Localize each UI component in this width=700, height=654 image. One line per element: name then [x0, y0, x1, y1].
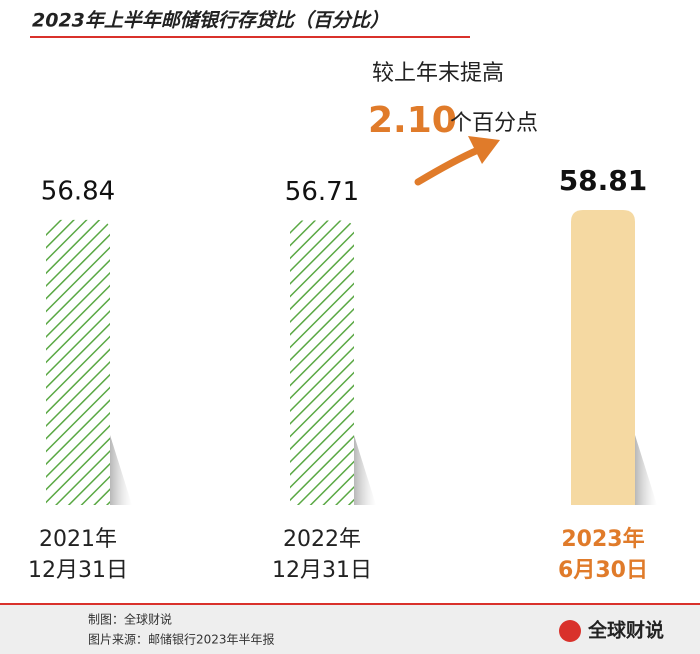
bar-shadow [635, 435, 657, 505]
annotation-text: 较上年末提高 [372, 61, 504, 86]
x-tick-label: 2022年 [283, 527, 361, 552]
logo-text: 全球财说 [587, 619, 664, 642]
x-tick-label: 2023年 [561, 526, 644, 552]
logo-icon [559, 620, 581, 642]
bars: 56.84 2021年 12月31日 56.71 2022年 12月31日 58.81 202… [28, 164, 657, 583]
x-tick-label: 12月31日 [28, 558, 128, 583]
x-tick-label: 2021年 [39, 527, 117, 552]
chart-title: 2023年上半年邮储银行存贷比（百分比） [32, 10, 389, 32]
bar-shadow [354, 435, 376, 505]
value-label: 56.84 [41, 176, 115, 206]
value-label: 58.81 [559, 164, 648, 197]
footer-credit: 制图：全球财说 [88, 612, 172, 627]
bar [290, 220, 354, 505]
footer-band [0, 604, 700, 654]
arrow [414, 146, 482, 186]
x-tick-label: 12月31日 [272, 558, 372, 583]
annotation-unit: 个百分点 [450, 111, 538, 136]
bar-shadow [110, 435, 132, 505]
bar [571, 210, 635, 505]
arrow-head [468, 136, 500, 164]
annotation-number: 2.10 [368, 100, 457, 141]
value-label: 56.71 [285, 177, 359, 207]
bar [46, 219, 110, 505]
footer-source: 图片来源：邮储银行2023年半年报 [88, 632, 275, 647]
x-tick-label: 6月30日 [558, 558, 648, 583]
